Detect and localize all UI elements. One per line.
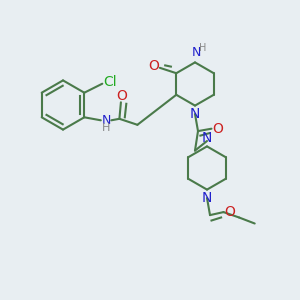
Text: Cl: Cl	[103, 76, 117, 89]
Text: H: H	[102, 123, 110, 133]
Text: O: O	[148, 59, 159, 73]
Text: N: N	[190, 107, 200, 121]
Text: H: H	[200, 43, 207, 53]
Text: O: O	[225, 205, 236, 219]
Text: N: N	[192, 46, 201, 59]
Text: N: N	[202, 191, 212, 205]
Text: N: N	[101, 114, 111, 127]
Text: O: O	[213, 122, 224, 136]
Text: O: O	[117, 89, 128, 103]
Text: N: N	[202, 131, 212, 145]
